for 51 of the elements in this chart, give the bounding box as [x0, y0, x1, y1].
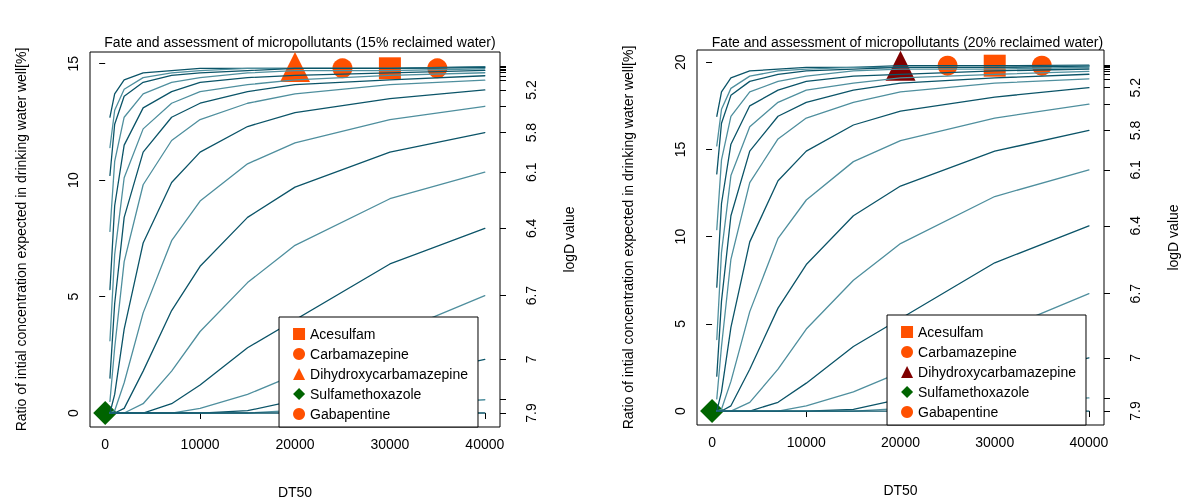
x-tick-label: 30000 [370, 436, 410, 452]
legend-label: Acesulfam [310, 326, 376, 342]
chart-title: Fate and assessment of micropollutants (20% reclaimed water) [711, 34, 1104, 50]
text: 6.7 [522, 285, 539, 306]
text: 5.8 [1126, 120, 1143, 141]
text: 5.8 [522, 122, 539, 143]
x-tick-label: 40000 [465, 436, 505, 452]
y-axis-title: Ratio of intial concentration expected in drinking water well[%] [620, 45, 636, 430]
y-tick-label: 5 [65, 292, 81, 301]
y-tick-label: 10 [672, 228, 688, 245]
x-tick-label: 10000 [180, 436, 220, 452]
text: 6.4 [522, 218, 539, 239]
legend-label: Gabapentine [310, 406, 391, 422]
legend-label: Dihydroxycarbamazepine [918, 364, 1077, 380]
legend-title: logD value [561, 206, 577, 273]
x-axis-title: DT50 [277, 484, 313, 500]
x-axis-title: DT50 [883, 482, 918, 498]
y-axis-title: Ratio of intial concentration expected in drinking water well[%] [13, 47, 29, 432]
x-tick-label: 20000 [881, 434, 921, 450]
legend-label: Carbamazepine [310, 346, 410, 362]
text: 6.4 [1126, 215, 1143, 236]
y-tick-label: 0 [65, 408, 81, 417]
y-tick-label: 15 [672, 141, 688, 158]
text: 6.1 [522, 162, 539, 182]
x-tick-label: 20000 [275, 436, 315, 452]
y-tick-label: 10 [65, 172, 81, 188]
text: 7 [522, 355, 539, 364]
legend-title: logD value [1165, 204, 1181, 271]
legend-label: Sulfamethoxazole [310, 386, 422, 402]
y-tick-label: 15 [65, 55, 81, 72]
text: 5.2 [522, 80, 539, 100]
legend-label: Gabapentine [918, 404, 999, 420]
y-tick-label: 20 [672, 54, 688, 70]
legend-label: Acesulfam [918, 324, 984, 340]
x-tick-label: 0 [708, 434, 717, 450]
text: 5.2 [1126, 77, 1143, 98]
text: 6.1 [1126, 159, 1143, 180]
text: 7.9 [1126, 401, 1143, 421]
legend-label: Carbamazepine [918, 344, 1018, 360]
text: 7 [1126, 353, 1143, 362]
x-tick-label: 30000 [975, 434, 1015, 450]
x-tick-label: 40000 [1069, 434, 1109, 450]
text: 6.7 [1126, 283, 1143, 304]
x-tick-label: 0 [101, 436, 110, 452]
legend-label: Sulfamethoxazole [918, 384, 1030, 400]
text: 7.9 [522, 403, 539, 423]
x-tick-label: 10000 [786, 434, 826, 450]
legend-label: Dihydroxycarbamazepine [310, 366, 469, 382]
y-tick-label: 5 [672, 319, 688, 328]
y-tick-label: 0 [672, 406, 688, 415]
chart-title: Fate and assessment of micropollutants (15% reclaimed water) [104, 34, 496, 50]
